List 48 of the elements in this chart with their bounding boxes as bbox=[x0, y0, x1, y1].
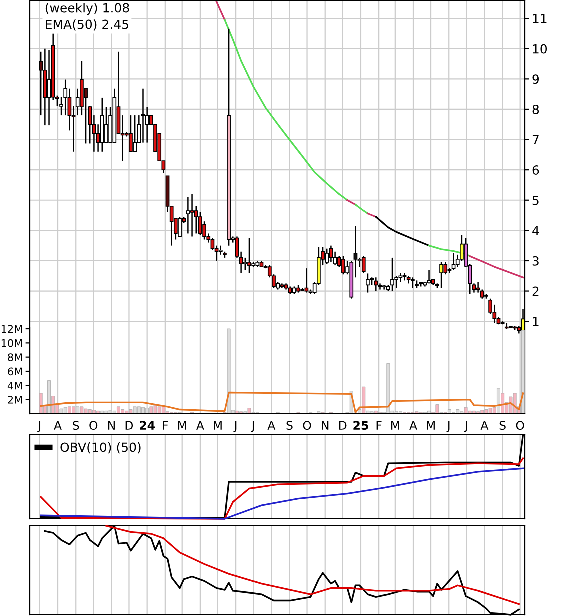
x-tick-label: N bbox=[108, 421, 115, 430]
x-tick-label: A bbox=[268, 421, 276, 430]
x-tick-label: M bbox=[214, 421, 222, 430]
annotation: EMA(50) 2.45 bbox=[46, 20, 128, 31]
y-tick-label: 2 bbox=[532, 286, 539, 296]
x-tick-label: J bbox=[38, 421, 41, 432]
chart-title: (weekly) 1.08 bbox=[46, 3, 130, 16]
y-tick-label: 5 bbox=[532, 196, 539, 206]
x-tick-label: S bbox=[286, 421, 293, 430]
y-tick-label: 3 bbox=[532, 256, 539, 266]
y-tick-label: 10M bbox=[2, 339, 22, 348]
x-tick-label: D bbox=[126, 421, 134, 430]
y-tick-label: 4M bbox=[8, 382, 22, 390]
x-tick-label: M bbox=[178, 421, 186, 430]
x-tick-label: A bbox=[480, 421, 489, 430]
y-tick-label: 2M bbox=[8, 396, 22, 404]
y-tick-label: 4 bbox=[532, 226, 540, 236]
x-tick-label: N bbox=[322, 421, 329, 430]
x-tick-label: S bbox=[73, 421, 80, 430]
x-tick-label: J bbox=[446, 421, 450, 432]
legend-label: OBV(10) (50) bbox=[60, 442, 141, 454]
y-tick-label: 9 bbox=[532, 74, 540, 84]
x-tick-label: S bbox=[500, 421, 506, 430]
y-tick-label: 6 bbox=[532, 166, 540, 176]
x-tick-label: O bbox=[516, 421, 524, 430]
y-tick-label: 8M bbox=[8, 354, 22, 362]
x-tick-label: J bbox=[464, 421, 468, 432]
x-tick-label: M bbox=[391, 421, 400, 430]
x-tick-label: 24 bbox=[140, 421, 155, 430]
x-tick-label: F bbox=[163, 421, 168, 430]
x-tick-label: 25 bbox=[354, 421, 368, 430]
x-tick-label: A bbox=[54, 421, 62, 430]
y-tick-label: 6M bbox=[8, 368, 22, 376]
y-tick-label: 12M bbox=[2, 325, 22, 333]
y-tick-label: 8 bbox=[532, 104, 540, 114]
x-tick-label: O bbox=[90, 421, 98, 430]
x-tick-label: A bbox=[410, 421, 418, 430]
y-tick-label: 1 bbox=[533, 317, 539, 326]
x-tick-label: O bbox=[303, 421, 312, 430]
y-tick-label: 7 bbox=[532, 135, 539, 145]
x-tick-label: F bbox=[376, 421, 382, 430]
x-tick-label: J bbox=[251, 421, 254, 432]
y-tick-label: 11 bbox=[533, 14, 547, 24]
x-tick-label: D bbox=[339, 421, 347, 430]
x-tick-label: A bbox=[196, 421, 204, 430]
x-tick-label: J bbox=[234, 421, 237, 432]
x-tick-label: M bbox=[427, 421, 435, 430]
y-tick-label: 10 bbox=[533, 44, 548, 54]
